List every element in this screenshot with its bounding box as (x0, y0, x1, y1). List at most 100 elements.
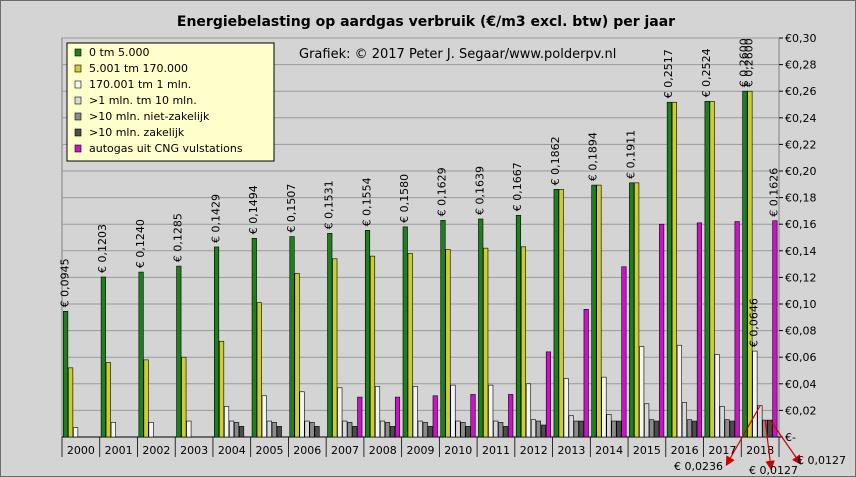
bar (606, 414, 612, 438)
bar (671, 101, 677, 438)
bar (327, 233, 333, 438)
data-label: € 0,1911 (624, 130, 637, 179)
bar (417, 420, 423, 438)
bar (508, 394, 514, 438)
bar (634, 182, 640, 438)
bar (314, 426, 320, 438)
bar (148, 422, 154, 438)
bar (384, 422, 391, 438)
bar (374, 386, 381, 438)
bar (138, 271, 144, 438)
data-label: € 0,1862 (549, 136, 562, 185)
data-label: € 0,1531 (323, 180, 336, 229)
bar (402, 226, 408, 438)
bar (578, 420, 584, 438)
bar (342, 420, 348, 438)
bar (515, 214, 522, 438)
y-tick-label: €0,22 (785, 138, 817, 151)
y-tick-label: €0,04 (785, 378, 817, 391)
data-label: € 0,1554 (360, 177, 373, 226)
y-tick-label: €0,18 (785, 192, 817, 205)
bar (709, 101, 715, 438)
bar (742, 90, 748, 438)
bar (654, 420, 660, 438)
data-label: € 0,1507 (285, 184, 298, 233)
bar (704, 101, 710, 438)
data-label: € 0,2517 (662, 49, 675, 98)
bar (659, 223, 665, 438)
x-tick-label: 2002 (142, 444, 170, 457)
y-tick-label: €0,02 (785, 404, 817, 417)
bar (337, 387, 343, 438)
bar (498, 422, 504, 438)
x-tick-label: 2016 (671, 444, 699, 457)
x-tick-label: 2000 (67, 444, 95, 457)
bar (734, 221, 740, 438)
data-label: € 0,0945 (58, 258, 71, 307)
bar (68, 367, 74, 438)
bar (219, 340, 225, 438)
bar (357, 396, 363, 438)
annotation-arrow (769, 419, 802, 465)
bar (478, 218, 484, 438)
bar (394, 396, 401, 438)
bar (347, 422, 353, 438)
x-tick-label: 2008 (369, 444, 397, 457)
legend-label: >10 mln. niet-zakelijk (89, 110, 210, 123)
bar (63, 311, 69, 438)
y-tick-label: €0,10 (785, 298, 817, 311)
bar (483, 247, 489, 438)
bar (488, 384, 494, 438)
bar (762, 419, 768, 438)
data-label: € 0,1639 (473, 166, 486, 215)
x-tick-label: 2001 (105, 444, 133, 457)
x-tick-label: 2006 (293, 444, 321, 457)
bar (470, 394, 476, 438)
bar (563, 378, 569, 438)
bar (289, 236, 295, 438)
legend-swatch (74, 64, 82, 73)
data-label: € 0,1894 (587, 132, 600, 181)
bar (503, 426, 509, 438)
bar (143, 359, 149, 438)
y-axis-ticks: €- €0,02 €0,04 €0,06 €0,08 €0,10 €0,12 €0,14 €0,… (779, 32, 817, 444)
bar (493, 420, 499, 438)
bar (714, 354, 720, 438)
bar (681, 402, 687, 438)
x-tick-label: 2012 (520, 444, 548, 457)
bar (629, 182, 635, 438)
data-label: € 0,1629 (436, 167, 449, 216)
legend-label: autogas uit CNG vulstations (89, 142, 243, 155)
bar (445, 249, 451, 438)
bar (224, 406, 230, 438)
bar (639, 346, 645, 438)
legend-box (66, 42, 275, 162)
bar (611, 420, 617, 438)
bar (294, 273, 300, 438)
bar (696, 222, 702, 438)
y-tick-label: €0,12 (785, 271, 817, 284)
bar (591, 184, 597, 438)
y-tick-label: €0,08 (785, 325, 817, 338)
x-tick-label: 2003 (180, 444, 208, 457)
bar (724, 419, 730, 438)
data-label: € 0,0646 (748, 298, 761, 347)
x-tick-label: 2005 (256, 444, 284, 457)
bar (412, 386, 418, 438)
bar (621, 266, 627, 438)
x-axis-categories: 2000 2001 2002 2003 2004 2005 2006 2007 2008 2009… (61, 437, 780, 457)
legend-label: 5.001 tm 170.000 (89, 62, 188, 75)
bar (276, 426, 282, 438)
bar (332, 258, 338, 438)
legend-swatch (74, 144, 82, 153)
bar (110, 422, 116, 438)
x-tick-label: 2007 (331, 444, 359, 457)
data-labels: € 0,0945 € 0,1203 € 0,1240 € 0,1285 € 0,1429… (58, 38, 780, 347)
bar (271, 422, 277, 438)
bar (214, 246, 220, 438)
y-tick-label: €0,30 (785, 32, 817, 45)
y-tick-label: €0,28 (785, 59, 817, 72)
x-tick-label: 2018 (746, 444, 774, 457)
bar (525, 383, 532, 438)
bar (176, 265, 182, 438)
